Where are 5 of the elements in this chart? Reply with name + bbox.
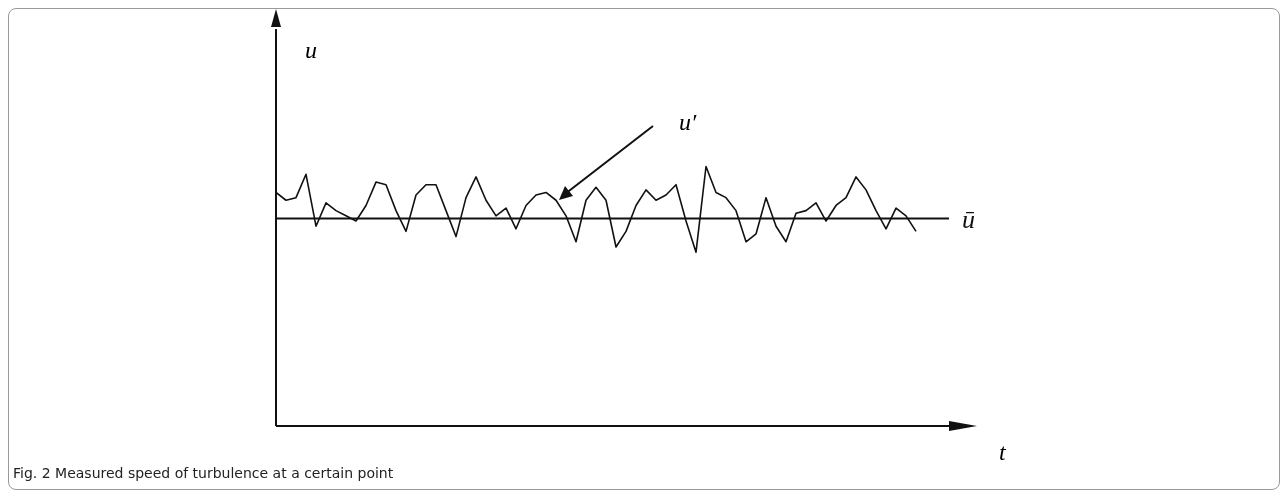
caption: Fig. 2 Measured speed of turbulence at a certain point xyxy=(13,465,394,481)
text: u′ xyxy=(679,109,697,136)
ref-line-label: ū xyxy=(962,204,975,234)
x-axis-title: t xyxy=(999,439,1006,466)
y-axis-title: u xyxy=(305,37,317,64)
